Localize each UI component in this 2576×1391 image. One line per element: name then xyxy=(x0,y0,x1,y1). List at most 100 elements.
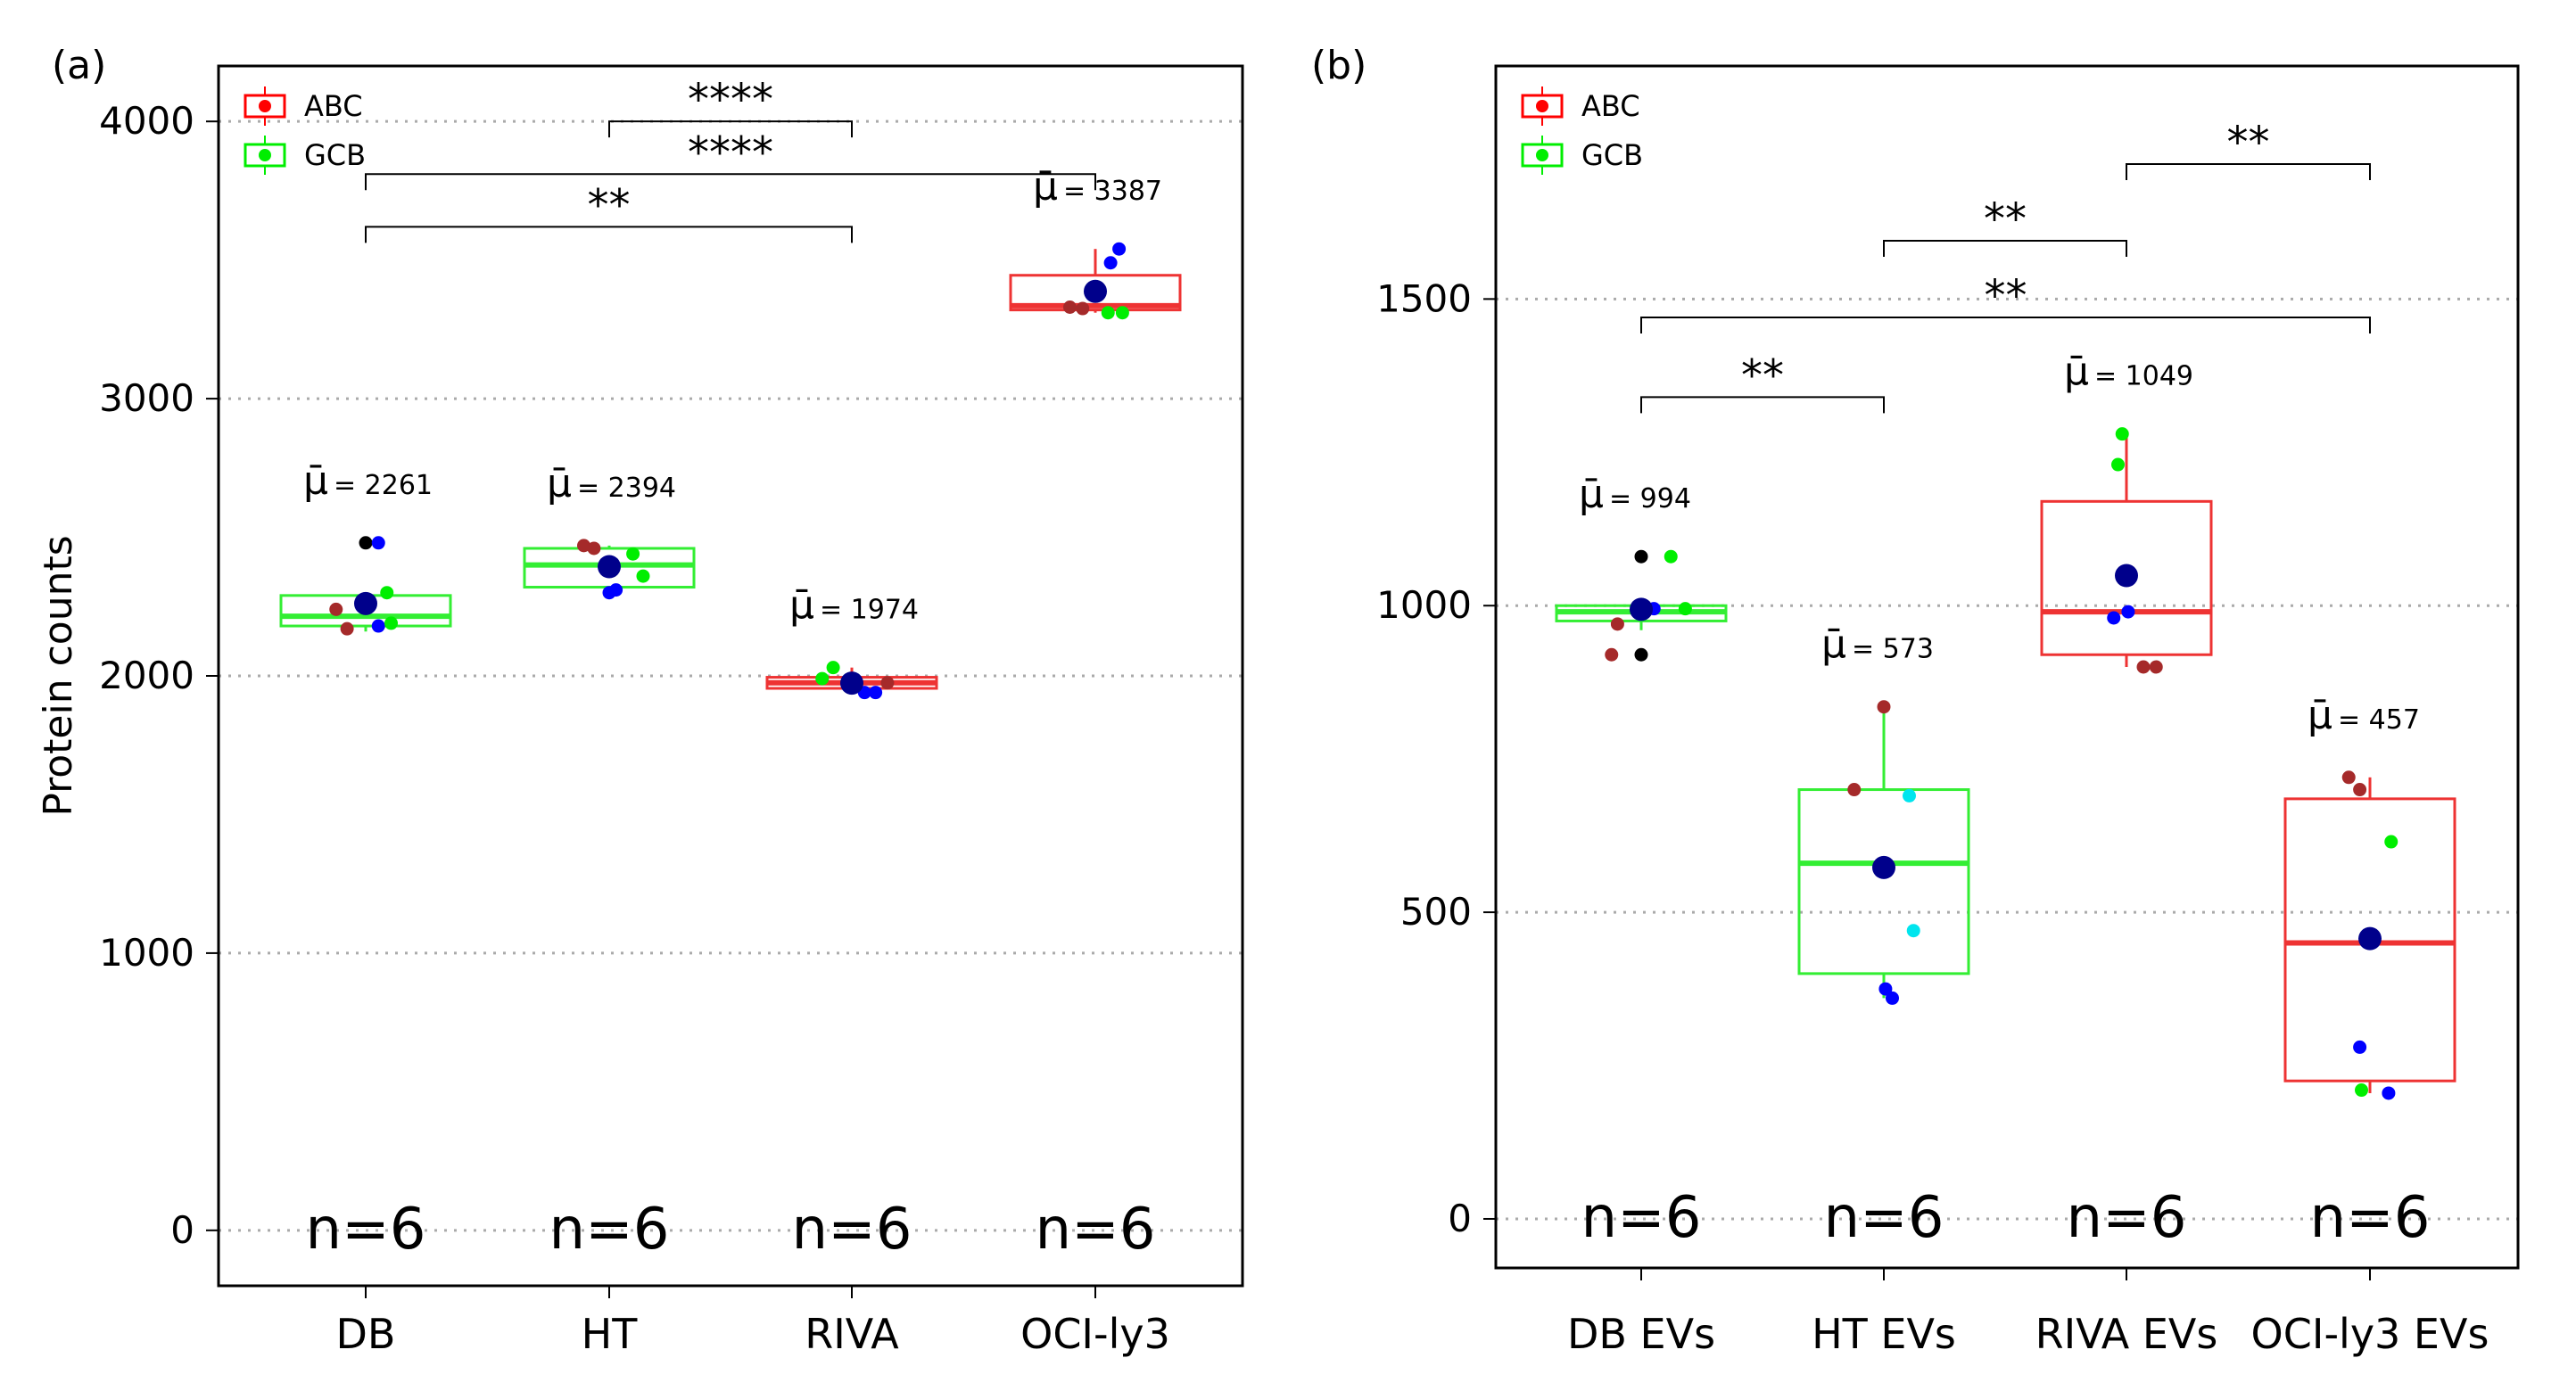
mean-symbol: μ̄ xyxy=(1579,472,1604,517)
n-label: n=6 xyxy=(1581,1185,1702,1251)
data-point xyxy=(1115,306,1129,320)
mean-symbol: μ̄ xyxy=(789,583,814,629)
mean-label: μ̄ = 1974 xyxy=(789,583,919,629)
y-axis-label: Protein counts xyxy=(36,535,81,816)
y-tick-label: 1000 xyxy=(99,931,194,975)
legend-key-dot xyxy=(1536,100,1548,112)
data-point xyxy=(1664,549,1678,564)
legend-key-dot xyxy=(259,100,271,112)
legend-label: GCB xyxy=(304,138,366,172)
mean-symbol: μ̄ xyxy=(547,461,572,506)
n-label: n=6 xyxy=(792,1197,912,1263)
box xyxy=(1797,788,1970,975)
data-point xyxy=(2382,1086,2396,1100)
legend-key-box xyxy=(244,94,286,119)
legend-key-dot xyxy=(259,149,271,161)
mean-label: μ̄ = 994 xyxy=(1579,472,1691,517)
data-point xyxy=(1906,924,1920,938)
data-point xyxy=(1903,788,1916,802)
mean-point xyxy=(1872,855,1895,879)
data-point xyxy=(1605,647,1619,662)
mean-symbol: μ̄ xyxy=(1821,622,1846,668)
legend-label: ABC xyxy=(1581,89,1640,123)
significance-bracket xyxy=(608,120,853,138)
y-tick-label: 1500 xyxy=(1376,276,1472,320)
mean-label: μ̄ = 2394 xyxy=(547,461,676,506)
y-tick-label: 2000 xyxy=(99,654,194,697)
data-point xyxy=(636,569,650,583)
significance-bracket xyxy=(1640,396,1885,414)
data-point xyxy=(329,602,343,616)
mean-label: μ̄ = 457 xyxy=(2308,693,2420,738)
data-point xyxy=(1634,549,1648,564)
data-point xyxy=(609,583,623,597)
data-point xyxy=(1678,602,1692,616)
box xyxy=(2283,797,2456,1082)
data-point xyxy=(1878,982,1893,996)
data-point xyxy=(1610,617,1624,631)
significance-label: ** xyxy=(1984,194,2027,244)
data-point xyxy=(2353,783,2367,797)
mean-point xyxy=(354,591,377,615)
x-tick-label: RIVA EVs xyxy=(2035,1310,2218,1358)
significance-label: ** xyxy=(2227,118,2270,168)
y-tick-label: 500 xyxy=(1400,890,1472,934)
panel-b: (b) 0 500 1000 1500 DB EVs HT EVs RIVA EVs OCI-l… xyxy=(1311,43,2520,1358)
mean-value: = 3387 xyxy=(1063,176,1162,207)
significance-label: **** xyxy=(688,75,773,125)
significance-label: ** xyxy=(1985,271,2027,321)
data-point xyxy=(815,671,830,686)
x-tick-label: DB EVs xyxy=(1567,1310,1715,1358)
data-point xyxy=(371,619,385,633)
mean-value: = 1049 xyxy=(2094,361,2193,392)
data-point xyxy=(577,539,590,553)
data-point xyxy=(1847,783,1862,797)
n-label: n=6 xyxy=(1036,1197,1156,1263)
mean-label: μ̄ = 573 xyxy=(1821,622,1934,668)
significance-bracket xyxy=(2126,163,2371,181)
x-tick-label: OCI-ly3 xyxy=(1020,1310,1170,1358)
data-point xyxy=(2341,770,2356,785)
data-point xyxy=(2149,660,2163,674)
y-tick-label: 0 xyxy=(1448,1197,1472,1240)
mean-label: μ̄ = 3387 xyxy=(1033,164,1162,210)
data-point xyxy=(1634,647,1648,662)
significance-bracket xyxy=(365,226,853,243)
x-tick-label: HT xyxy=(582,1310,639,1358)
significance-label: **** xyxy=(688,128,773,177)
data-point xyxy=(2355,1083,2368,1098)
mean-label: μ̄ = 1049 xyxy=(2064,350,2193,395)
panel-label: (b) xyxy=(1311,43,1366,88)
x-tick-label: RIVA xyxy=(805,1310,899,1358)
x-tick-label: OCI-ly3 EVs xyxy=(2251,1310,2489,1358)
mean-value: = 2394 xyxy=(577,473,676,504)
y-tick-label: 3000 xyxy=(99,376,194,420)
mean-point xyxy=(2115,564,2138,588)
data-point xyxy=(1112,242,1127,256)
data-point xyxy=(1877,700,1891,714)
legend-label: ABC xyxy=(304,89,363,123)
significance-bracket xyxy=(1640,316,2371,333)
significance-label: ** xyxy=(588,180,631,230)
mean-symbol: μ̄ xyxy=(2308,693,2332,738)
mean-value: = 1974 xyxy=(820,595,919,626)
data-point xyxy=(2111,457,2125,472)
significance-bracket xyxy=(1883,240,2127,258)
significance-label: ** xyxy=(1741,350,1784,400)
plot-frame xyxy=(1494,64,2520,1270)
data-point xyxy=(587,541,601,556)
mean-symbol: μ̄ xyxy=(303,458,328,504)
plot-frame xyxy=(217,64,1244,1288)
box xyxy=(2040,499,2213,656)
panel-a: (a) 0 1000 2000 3000 4000 Protein counts DB HT RI… xyxy=(36,43,1244,1358)
mean-label: μ̄ = 2261 xyxy=(303,458,433,504)
mean-point xyxy=(840,671,863,696)
data-point xyxy=(1886,991,1899,1005)
mean-value: = 457 xyxy=(2338,704,2420,736)
legend-key-dot xyxy=(1536,149,1548,161)
data-point xyxy=(2107,611,2121,625)
panel-label: (a) xyxy=(52,43,106,88)
data-point xyxy=(2115,427,2129,441)
data-point xyxy=(380,586,394,600)
